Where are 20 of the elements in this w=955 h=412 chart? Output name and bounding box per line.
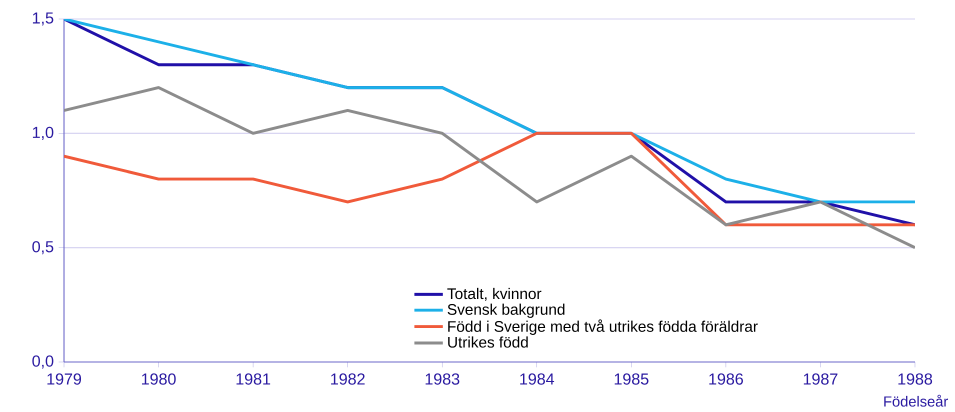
line-series [64,86,915,250]
y-tick-label: 0,0 [32,355,54,369]
x-tick-label: 1985 [614,373,648,385]
legend-label: Totalt, kvinnor [447,288,542,301]
x-tick-label: 1983 [426,373,460,385]
x-axis-title: Födelseår [884,394,948,407]
legend-label: Utrikes född [448,336,528,348]
x-tick-label: 1982 [331,373,365,385]
x-tick-label: 1988 [898,373,932,385]
x-tick-label: 1981 [236,373,270,385]
x-tick-label: 1986 [709,373,743,385]
y-tick-label: 1,0 [32,126,54,140]
x-tick-label: 1980 [142,373,176,385]
y-tick-label: 0,5 [32,241,54,254]
x-tick-label: 1979 [47,373,82,385]
x-tick-label: 1984 [520,373,554,385]
legend-label: Född i Sverige med två utrikes födda föräldrar [448,319,758,335]
y-tick-label: 1,5 [32,12,54,26]
x-tick-label: 1987 [804,373,838,385]
legend-label: Svensk bakgrund [448,304,564,318]
